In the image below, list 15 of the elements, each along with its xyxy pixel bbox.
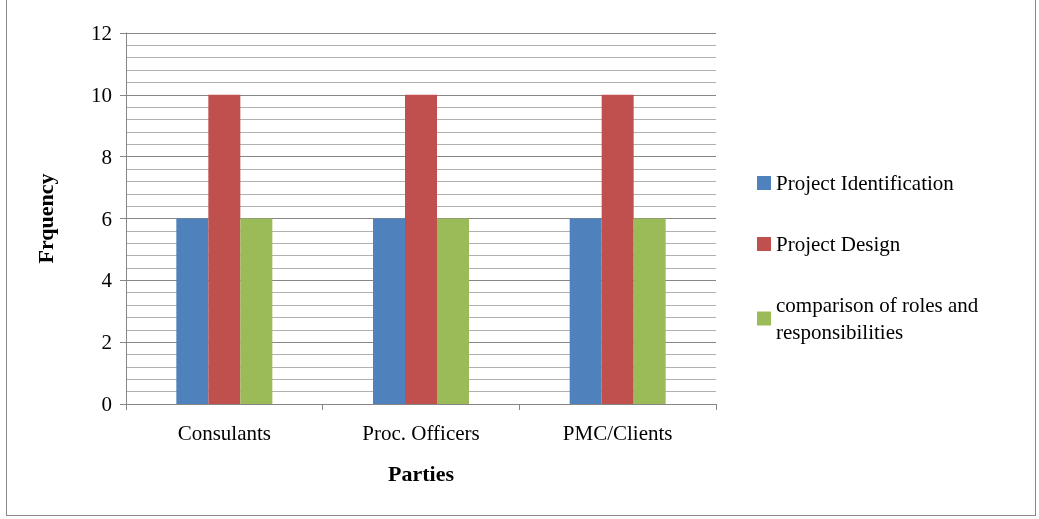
legend-label: Project Design bbox=[776, 232, 901, 256]
y-tick-label: 6 bbox=[101, 206, 112, 231]
y-tick-label: 8 bbox=[101, 144, 112, 169]
x-tick-label: Proc. Officers bbox=[362, 420, 480, 445]
legend-label: Project Identification bbox=[776, 171, 955, 195]
legend-label: comparison of roles and responsibilities bbox=[776, 293, 984, 344]
x-axis-title: Parties bbox=[388, 460, 455, 486]
x-tick-label: PMC/Clients bbox=[562, 420, 673, 445]
y-tick-label: 12 bbox=[91, 21, 112, 45]
y-axis-title: Frquency bbox=[32, 173, 58, 264]
y-tick-label: 4 bbox=[101, 268, 113, 293]
y-tick-label: 2 bbox=[101, 330, 112, 355]
y-tick-label: 0 bbox=[101, 392, 112, 416]
y-tick-label: 10 bbox=[91, 82, 112, 107]
x-tick-label: Consulants bbox=[177, 420, 272, 445]
